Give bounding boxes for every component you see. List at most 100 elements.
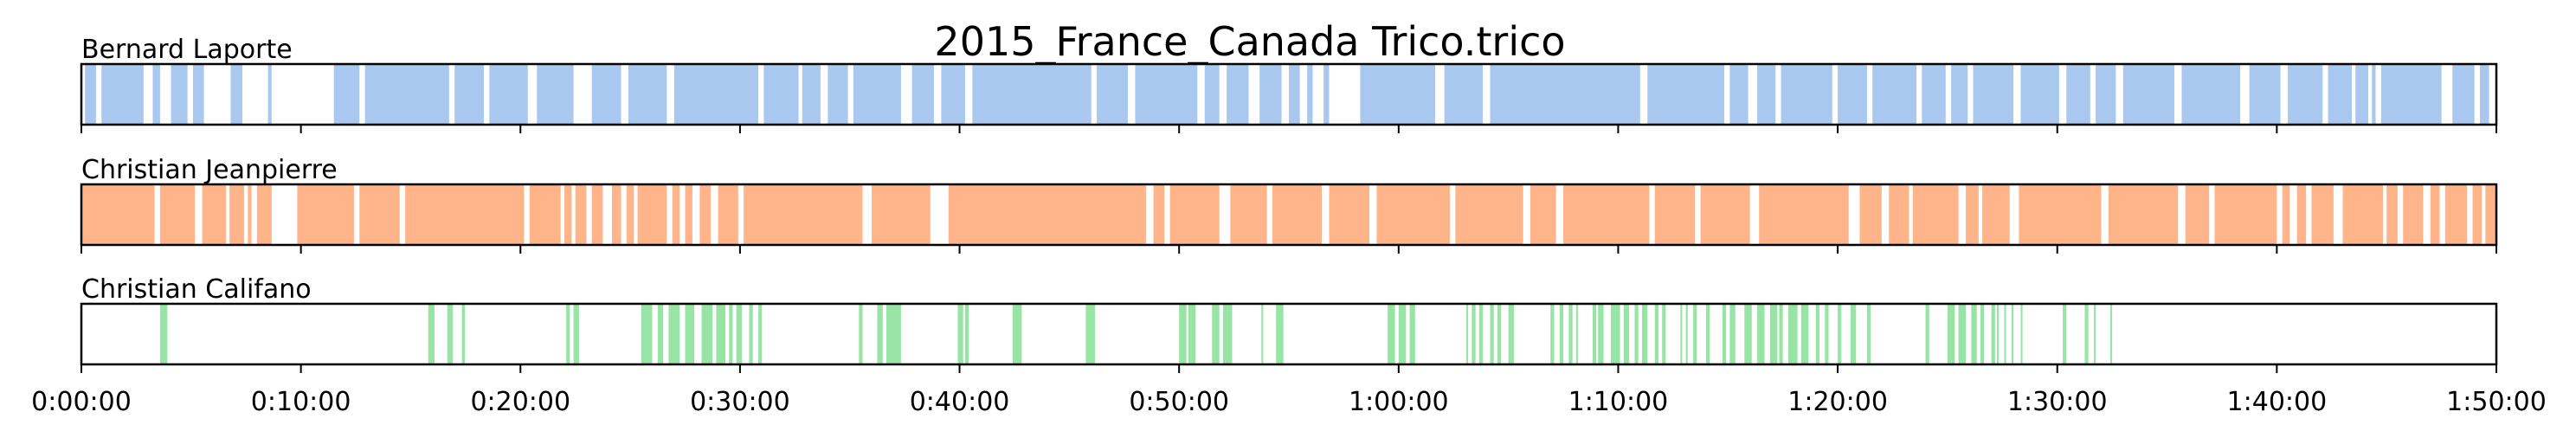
segment-bar bbox=[1722, 304, 1727, 364]
segment-bar bbox=[2094, 304, 2096, 364]
segment-bar bbox=[1097, 64, 1128, 125]
segment-bar bbox=[1398, 304, 1407, 364]
segment-bar bbox=[1872, 64, 1916, 125]
segment-bar bbox=[1654, 304, 1658, 364]
segment-bar bbox=[1685, 304, 1688, 364]
segment-bar bbox=[2282, 184, 2290, 245]
segment-bar bbox=[1815, 304, 1819, 364]
x-tick-label: 1:30:00 bbox=[2007, 387, 2108, 417]
segment-bar bbox=[828, 64, 848, 125]
segment-bar bbox=[886, 304, 901, 364]
track-label: Christian Califano bbox=[81, 274, 312, 305]
segment-bar bbox=[972, 64, 1092, 125]
segment-bar bbox=[1261, 304, 1264, 364]
segment-bar bbox=[591, 184, 603, 245]
segment-bar bbox=[2110, 304, 2113, 364]
segment-bar bbox=[1859, 184, 1882, 245]
segment-bar bbox=[81, 184, 155, 245]
track-label: Bernard Laporte bbox=[81, 35, 293, 65]
segment-bar bbox=[1323, 64, 1330, 125]
segment-bar bbox=[1188, 304, 1196, 364]
segment-bar bbox=[267, 64, 272, 125]
segment-bar bbox=[701, 304, 713, 364]
segment-bar bbox=[192, 64, 204, 125]
segment-bar bbox=[1982, 184, 2010, 245]
segment-bar bbox=[1012, 304, 1022, 364]
segment-bar bbox=[911, 64, 934, 125]
segment-bar bbox=[1769, 304, 1778, 364]
segment-bar bbox=[941, 64, 965, 125]
segment-bar bbox=[454, 64, 484, 125]
segment-bar bbox=[1971, 304, 1977, 364]
segment-bar bbox=[447, 304, 454, 364]
segment-bar bbox=[673, 64, 759, 125]
segment-bar bbox=[1958, 304, 1967, 364]
segment-bar bbox=[1135, 64, 1198, 125]
segment-bar bbox=[1559, 304, 1564, 364]
segment-bar bbox=[2288, 64, 2323, 125]
segment-bar bbox=[736, 304, 743, 364]
segment-bar bbox=[1634, 304, 1639, 364]
segment-bar bbox=[1388, 304, 1395, 364]
chart-title: 2015_France_Canada Trico.trico bbox=[934, 18, 1565, 65]
segment-bar bbox=[1530, 184, 1556, 245]
segment-bar bbox=[297, 184, 354, 245]
segment-bar bbox=[2084, 304, 2089, 364]
segment-bar bbox=[1757, 304, 1765, 364]
segment-bar bbox=[2185, 184, 2210, 245]
segment-bar bbox=[1729, 64, 1748, 125]
segment-bar bbox=[1360, 64, 1436, 125]
segment-bar bbox=[1947, 304, 1955, 364]
segment-bar bbox=[1951, 64, 1968, 125]
segment-bar bbox=[2096, 64, 2116, 125]
segment-bar bbox=[1779, 304, 1783, 364]
segment-bar bbox=[1329, 184, 1369, 245]
segment-bar bbox=[2380, 64, 2442, 125]
segment-bar bbox=[2296, 184, 2307, 245]
segment-bar bbox=[2372, 64, 2376, 125]
segment-bar bbox=[1996, 304, 2000, 364]
segment-bar bbox=[872, 184, 931, 245]
segment-bar bbox=[1230, 184, 1267, 245]
segment-bar bbox=[1700, 184, 1750, 245]
segment-bar bbox=[101, 64, 144, 125]
segment-bar bbox=[1575, 304, 1578, 364]
segment-bar bbox=[2430, 184, 2440, 245]
segment-bar bbox=[1153, 184, 1165, 245]
segment-bar bbox=[1307, 64, 1313, 125]
segment-bar bbox=[2063, 304, 2067, 364]
segment-bar bbox=[359, 184, 400, 245]
segment-bar bbox=[1085, 304, 1095, 364]
segment-bar bbox=[641, 304, 653, 364]
segment-bar bbox=[802, 64, 821, 125]
track-bernard-laporte: Bernard Laporte bbox=[80, 35, 2498, 126]
segment-bar bbox=[749, 304, 753, 364]
segment-bar bbox=[1598, 304, 1604, 364]
segment-bar bbox=[2328, 64, 2353, 125]
segment-bar bbox=[229, 184, 245, 245]
x-tick-label: 1:10:00 bbox=[1568, 387, 1669, 417]
segment-bar bbox=[2472, 184, 2483, 245]
segment-bar bbox=[1204, 64, 1220, 125]
segment-bar bbox=[1444, 64, 1484, 125]
segment-bar bbox=[171, 64, 188, 125]
segment-bar bbox=[948, 184, 1147, 245]
segment-bar bbox=[668, 304, 680, 364]
segment-bar bbox=[763, 64, 799, 125]
segment-bar bbox=[1227, 64, 1249, 125]
segment-bar bbox=[1693, 304, 1697, 364]
segment-bar bbox=[575, 184, 587, 245]
segment-bar bbox=[159, 304, 168, 364]
segment-bar bbox=[2011, 304, 2013, 364]
segment-bar bbox=[1289, 64, 1300, 125]
x-tick-label: 0:00:00 bbox=[31, 387, 132, 417]
segment-bar bbox=[2181, 64, 2241, 125]
segment-bar bbox=[489, 64, 528, 125]
segment-bar bbox=[256, 184, 272, 245]
segment-bar bbox=[672, 184, 680, 245]
segment-bar bbox=[2386, 184, 2398, 245]
segment-bar bbox=[2004, 304, 2006, 364]
segment-bar bbox=[853, 64, 901, 125]
segment-bar bbox=[1866, 304, 1871, 364]
x-tick-label: 1:40:00 bbox=[2227, 387, 2328, 417]
